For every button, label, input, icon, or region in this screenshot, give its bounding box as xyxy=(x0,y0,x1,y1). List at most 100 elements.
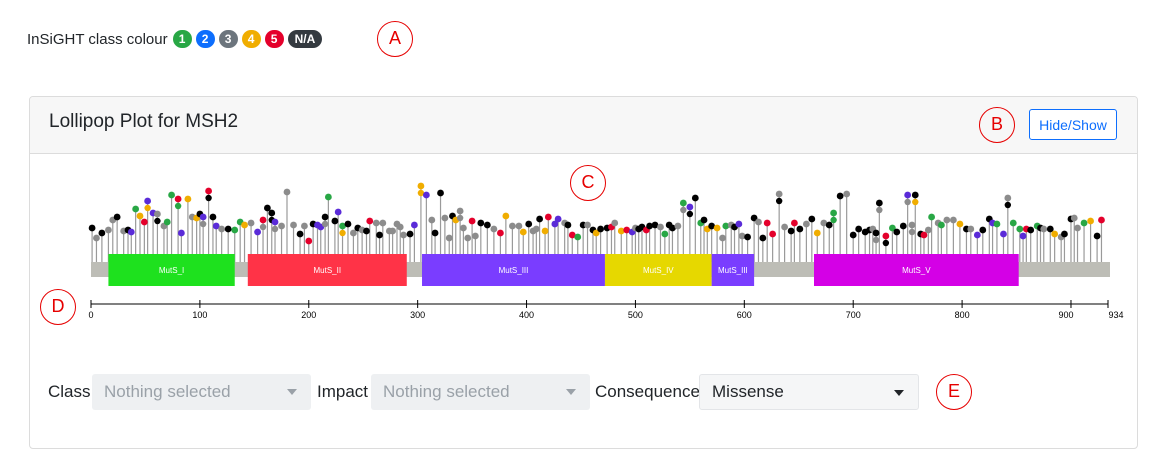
variant-head[interactable] xyxy=(750,214,758,222)
variant-head[interactable] xyxy=(1074,224,1081,232)
variant-head[interactable] xyxy=(843,190,851,198)
variant-head[interactable] xyxy=(738,232,746,240)
variant-head[interactable] xyxy=(396,223,404,231)
variant-head[interactable] xyxy=(339,229,346,237)
variant-head[interactable] xyxy=(154,217,161,225)
variant-head[interactable] xyxy=(735,220,743,228)
variant-head[interactable] xyxy=(441,214,449,222)
variant-head[interactable] xyxy=(872,229,880,237)
variant-head[interactable] xyxy=(177,229,185,237)
variant-head[interactable] xyxy=(949,216,957,224)
variant-head[interactable] xyxy=(657,223,664,231)
impact-select[interactable]: Nothing selected xyxy=(371,374,590,410)
variant-head[interactable] xyxy=(174,202,182,210)
variant-head[interactable] xyxy=(938,221,945,229)
variant-head[interactable] xyxy=(1004,201,1012,209)
variant-head[interactable] xyxy=(471,232,479,240)
variant-head[interactable] xyxy=(468,217,476,225)
variant-head[interactable] xyxy=(263,204,271,212)
variant-head[interactable] xyxy=(708,222,716,230)
variant-head[interactable] xyxy=(406,230,414,238)
variant-head[interactable] xyxy=(1087,217,1094,225)
variant-head[interactable] xyxy=(554,215,562,223)
variant-head[interactable] xyxy=(477,219,485,227)
variant-head[interactable] xyxy=(163,218,171,226)
variant-head[interactable] xyxy=(973,231,981,239)
domain-muts-iii-4[interactable] xyxy=(711,254,755,286)
variant-head[interactable] xyxy=(536,215,544,223)
variant-head[interactable] xyxy=(278,222,285,230)
variant-head[interactable] xyxy=(1027,226,1035,234)
variant-head[interactable] xyxy=(920,231,928,239)
variant-head[interactable] xyxy=(339,222,346,230)
variant-head[interactable] xyxy=(259,223,267,231)
variant-head[interactable] xyxy=(1051,230,1059,238)
variant-head[interactable] xyxy=(1019,232,1027,240)
variant-head[interactable] xyxy=(820,219,828,227)
variant-head[interactable] xyxy=(199,220,207,228)
variant-head[interactable] xyxy=(212,222,220,230)
variant-head[interactable] xyxy=(882,239,890,247)
variant-head[interactable] xyxy=(855,225,863,233)
variant-head[interactable] xyxy=(350,229,357,237)
variant-head[interactable] xyxy=(271,218,279,226)
variant-head[interactable] xyxy=(241,221,248,229)
variant-head[interactable] xyxy=(247,219,255,227)
variant-head[interactable] xyxy=(515,222,523,230)
variant-head[interactable] xyxy=(651,221,659,229)
variant-head[interactable] xyxy=(719,234,726,242)
variant-head[interactable] xyxy=(301,222,308,230)
variant-head[interactable] xyxy=(459,224,467,232)
variant-head[interactable] xyxy=(882,232,890,240)
variant-head[interactable] xyxy=(502,212,510,220)
variant-head[interactable] xyxy=(551,220,559,228)
variant-head[interactable] xyxy=(1040,225,1048,233)
variant-head[interactable] xyxy=(875,199,883,207)
variant-head[interactable] xyxy=(497,229,504,237)
variant-head[interactable] xyxy=(445,234,453,242)
variant-head[interactable] xyxy=(331,217,339,225)
variant-head[interactable] xyxy=(144,204,151,212)
variant-head[interactable] xyxy=(1061,230,1068,238)
variant-head[interactable] xyxy=(363,227,370,235)
variant-head[interactable] xyxy=(993,220,1001,228)
variant-head[interactable] xyxy=(140,218,148,226)
variant-head[interactable] xyxy=(911,191,919,199)
variant-head[interactable] xyxy=(168,191,175,199)
variant-head[interactable] xyxy=(904,198,911,206)
variant-head[interactable] xyxy=(700,216,708,224)
variant-head[interactable] xyxy=(876,206,883,214)
variant-head[interactable] xyxy=(661,230,669,238)
variant-head[interactable] xyxy=(796,225,804,233)
variant-head[interactable] xyxy=(508,222,516,230)
variant-head[interactable] xyxy=(908,228,916,236)
variant-head[interactable] xyxy=(568,231,576,239)
variant-head[interactable] xyxy=(321,220,329,228)
variant-head[interactable] xyxy=(967,225,975,233)
variant-head[interactable] xyxy=(744,233,751,241)
variant-head[interactable] xyxy=(154,210,161,218)
variant-head[interactable] xyxy=(904,191,912,199)
variant-head[interactable] xyxy=(1000,230,1007,238)
variant-head[interactable] xyxy=(184,195,192,203)
variant-head[interactable] xyxy=(321,213,329,221)
variant-head[interactable] xyxy=(431,229,439,237)
variant-head[interactable] xyxy=(893,228,901,236)
variant-head[interactable] xyxy=(674,222,682,230)
variant-head[interactable] xyxy=(836,192,844,200)
variant-head[interactable] xyxy=(623,226,631,234)
variant-head[interactable] xyxy=(305,237,313,245)
variant-head[interactable] xyxy=(218,225,226,233)
variant-head[interactable] xyxy=(872,236,880,244)
variant-head[interactable] xyxy=(132,205,140,213)
variant-head[interactable] xyxy=(759,234,767,242)
variant-head[interactable] xyxy=(802,220,810,228)
variant-head[interactable] xyxy=(943,216,951,224)
variant-head[interactable] xyxy=(889,224,896,232)
variant-head[interactable] xyxy=(231,226,239,234)
variant-head[interactable] xyxy=(525,220,533,228)
variant-head[interactable] xyxy=(849,231,857,239)
variant-head[interactable] xyxy=(686,203,694,211)
variant-head[interactable] xyxy=(334,208,342,216)
variant-head[interactable] xyxy=(1080,219,1088,227)
